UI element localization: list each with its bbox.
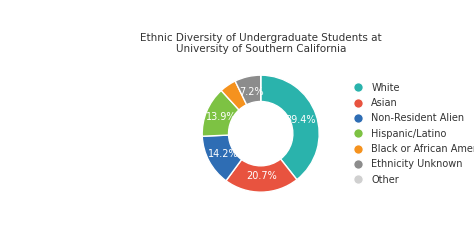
Legend: White, Asian, Non-Resident Alien, Hispanic/Latino, Black or African American, Et: White, Asian, Non-Resident Alien, Hispan… [346, 81, 474, 187]
Wedge shape [221, 81, 246, 110]
Text: 13.9%: 13.9% [206, 112, 237, 122]
Wedge shape [202, 91, 239, 136]
Wedge shape [202, 135, 242, 181]
Text: 14.2%: 14.2% [208, 149, 238, 159]
Text: 7.2%: 7.2% [239, 87, 264, 97]
Text: 20.7%: 20.7% [246, 171, 277, 181]
Title: Ethnic Diversity of Undergraduate Students at
University of Southern California: Ethnic Diversity of Undergraduate Studen… [140, 33, 382, 54]
Text: 39.4%: 39.4% [286, 115, 316, 125]
Wedge shape [235, 75, 261, 105]
Wedge shape [261, 75, 319, 180]
Wedge shape [226, 159, 297, 192]
